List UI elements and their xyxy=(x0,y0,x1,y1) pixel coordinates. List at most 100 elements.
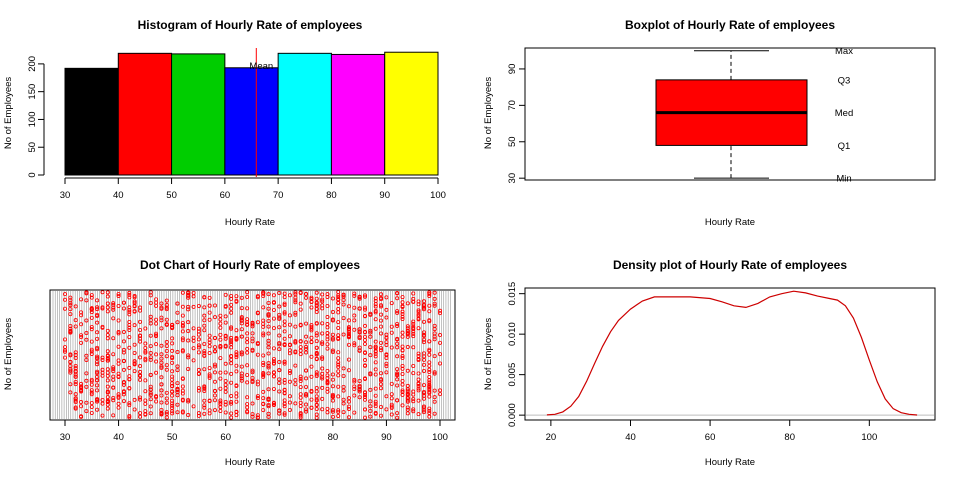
dotchart-point xyxy=(261,321,266,326)
dotchart-point xyxy=(411,319,416,324)
dotchart-point xyxy=(277,360,282,365)
dotchart-point xyxy=(223,333,228,338)
dotchart-point xyxy=(89,400,94,405)
dotchart-point xyxy=(368,334,373,339)
dotchart-point xyxy=(389,381,394,386)
dotchart-point xyxy=(416,316,421,321)
dotchart-point xyxy=(341,332,346,337)
dotchart-point xyxy=(437,308,442,313)
dotchart-point xyxy=(250,322,255,327)
dotchart-point xyxy=(304,402,309,407)
dotchart-point xyxy=(400,390,405,395)
dotchart-point xyxy=(105,290,110,295)
dotchart-point xyxy=(148,357,153,362)
dotchart-point xyxy=(245,409,250,414)
dotchart-point xyxy=(293,300,298,305)
dotchart-point xyxy=(202,411,207,416)
dotchart-point xyxy=(116,293,121,298)
dotchart-point xyxy=(379,297,384,302)
dotchart-point xyxy=(336,364,341,369)
dotchart-point xyxy=(379,304,384,309)
dotchart-point xyxy=(346,399,351,404)
dotchart-point xyxy=(207,344,212,349)
dotchart-point xyxy=(159,365,164,370)
dotchart-point xyxy=(180,336,185,341)
dotchart-x-tick-label: 50 xyxy=(167,432,178,443)
dotchart-point xyxy=(309,299,314,304)
dotchart-point xyxy=(212,315,217,320)
dotchart-point xyxy=(261,333,266,338)
dotchart-point xyxy=(352,305,357,310)
dotchart-point xyxy=(314,333,319,338)
dotchart-point xyxy=(346,333,351,338)
dotchart-point xyxy=(427,374,432,379)
dotchart-point xyxy=(362,294,367,299)
dotchart-point xyxy=(314,350,319,355)
dotchart-point xyxy=(143,378,148,383)
dotchart-point xyxy=(293,290,298,295)
dotchart-point xyxy=(255,413,260,418)
dotchart-point xyxy=(373,302,378,307)
dotchart-point xyxy=(63,292,68,297)
dotchart-point xyxy=(368,328,373,333)
dotchart-point xyxy=(362,313,367,318)
dotchart-point xyxy=(277,312,282,317)
dotchart-point xyxy=(79,389,84,394)
dotchart-point xyxy=(330,336,335,341)
dotchart-point xyxy=(223,320,228,325)
dotchart-point xyxy=(116,292,121,297)
dotchart-point xyxy=(293,340,298,345)
histogram-bar xyxy=(64,67,119,176)
dotchart-point xyxy=(341,388,346,393)
dotchart-point xyxy=(309,389,314,394)
dotchart-point xyxy=(330,409,335,414)
histogram-bar xyxy=(384,51,439,176)
dotchart-point xyxy=(234,328,239,333)
dotchart-point xyxy=(84,400,89,405)
histogram-bar xyxy=(171,53,226,176)
dotchart-point xyxy=(186,413,191,418)
dotchart-point xyxy=(207,295,212,300)
dotchart-point xyxy=(73,364,78,369)
boxplot-y-tick-label: 70 xyxy=(507,100,518,111)
density-y-tick-label: 0.010 xyxy=(507,322,518,346)
dotchart-point xyxy=(389,324,394,329)
dotchart-point xyxy=(346,342,351,347)
dotchart-point xyxy=(239,352,244,357)
dotchart-point xyxy=(395,321,400,326)
dotchart-point xyxy=(421,303,426,308)
dotchart-point xyxy=(384,364,389,369)
density-x-tick-label: 20 xyxy=(546,432,557,443)
dotchart-point xyxy=(245,372,250,377)
dotchart-point xyxy=(148,300,153,305)
dotchart-point xyxy=(121,392,126,397)
dotchart-point xyxy=(229,400,234,405)
dotchart-point xyxy=(368,409,373,414)
dotchart-point xyxy=(325,379,330,384)
dotchart-point xyxy=(427,347,432,352)
dotchart-point xyxy=(314,386,319,391)
dotchart-point xyxy=(357,378,362,383)
dotchart-point xyxy=(379,324,384,329)
dotchart-point xyxy=(207,351,212,356)
dotchart-point xyxy=(100,398,105,403)
dotchart-point xyxy=(400,309,405,314)
dotchart-point xyxy=(105,389,110,394)
dotchart-point xyxy=(229,341,234,346)
dotchart-point xyxy=(202,398,207,403)
histogram-y-tick-label: 0 xyxy=(27,172,38,177)
dotchart-point xyxy=(421,319,426,324)
dotchart-point xyxy=(207,340,212,345)
dotchart-point xyxy=(346,325,351,330)
dotchart-point xyxy=(229,354,234,359)
dotchart-point xyxy=(373,360,378,365)
dotchart-point xyxy=(73,398,78,403)
dotchart-point xyxy=(95,336,100,341)
dotchart-point xyxy=(362,329,367,334)
dotchart-point xyxy=(154,321,159,326)
dotchart-point xyxy=(159,352,164,357)
dotchart-point xyxy=(73,350,78,355)
dotchart-point xyxy=(405,387,410,392)
dotchart-point xyxy=(320,341,325,346)
